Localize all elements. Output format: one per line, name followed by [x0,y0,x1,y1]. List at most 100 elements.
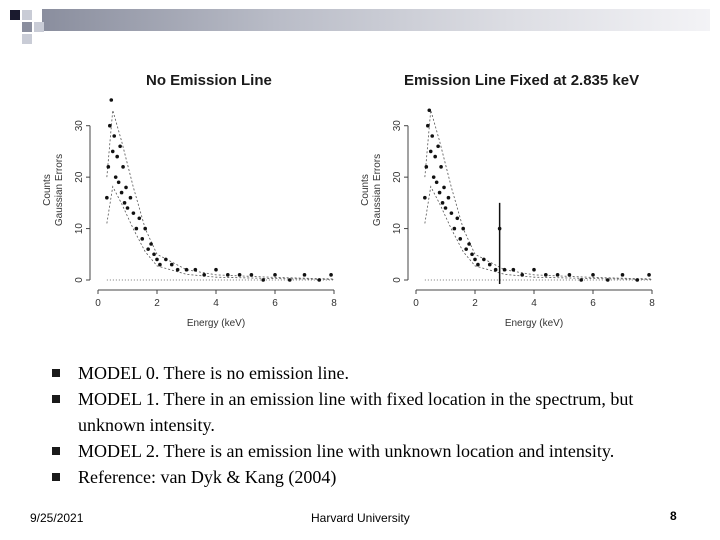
data-point [119,190,124,195]
plot-right-title: Emission Line Fixed at 2.835 keV [404,72,640,89]
data-point [226,273,230,277]
data-point [137,216,142,221]
y-tick-label: 0 [74,277,85,283]
data-point [605,278,610,282]
footer-date: 9/25/2021 [30,511,84,525]
data-point [446,195,451,200]
data-point [423,195,427,200]
data-point [317,278,322,282]
x-tick-label: 4 [213,298,219,309]
data-point [424,165,429,169]
data-point [118,144,122,149]
data-point [261,278,265,282]
x-tick-label: 8 [649,298,655,309]
data-point [476,262,480,267]
y-tick-label: 0 [392,277,403,283]
data-point [437,190,442,195]
data-point [427,108,432,113]
data-point [440,201,445,205]
data-point [591,273,595,277]
decor-square-1 [10,10,20,20]
data-point [302,273,307,277]
data-point [112,134,117,138]
data-point [184,267,189,272]
bullet-square-icon [52,473,60,481]
data-point [464,247,468,251]
x-tick-label: 2 [154,298,160,309]
data-point [458,237,463,241]
data-point [108,123,112,128]
y-tick-label: 20 [392,171,403,183]
data-point [467,242,471,246]
data-point [579,278,583,282]
bullet-square-icon [52,395,60,403]
plot-right: 0 10 20 30 0 2 4 6 8 Energy (keV) Counts Gaussian E… [360,108,655,329]
x-tick-label: 8 [331,298,337,309]
bullet-square-icon [52,369,60,377]
data-point [567,273,572,277]
data-point [431,175,436,179]
y-tick-label: 10 [74,223,85,235]
data-point [158,262,162,267]
data-point [115,154,119,159]
bullet-item: MODEL 1. There in an emission line with … [52,386,692,438]
data-point [152,252,156,257]
data-point [287,278,292,282]
data-point [164,257,168,262]
data-point [193,267,198,272]
model-curve-lower [424,185,653,280]
data-point [433,154,437,159]
bullet-text: MODEL 1. There in an emission line with … [78,389,634,435]
data-point [455,216,460,221]
data-point [105,195,109,200]
data-point [116,180,121,185]
data-point [134,226,139,231]
bullet-text: Reference: van Dyk & Kang (2004) [78,467,337,487]
data-point [647,273,651,277]
data-point [329,273,333,277]
data-point [434,180,439,185]
data-point [175,267,180,272]
y-axis-label: Counts [360,174,371,206]
y-axis-label: Counts [42,174,53,206]
data-point [109,98,114,102]
data-point [532,267,536,272]
plot-left: 0 10 20 30 0 2 4 6 8 Energy (keV) Counts Gaussian E… [42,98,337,329]
y-tick-label: 20 [74,171,85,183]
y-tick-label: 30 [392,120,403,132]
data-point [452,226,457,231]
bullet-square-icon [52,447,60,455]
data-point [620,273,625,277]
data-point [249,273,254,277]
data-point [473,257,477,262]
x-tick-label: 6 [590,298,596,309]
data-point [214,267,218,272]
data-point [520,273,524,277]
data-point [428,149,433,154]
data-point [635,278,640,282]
decor-square-2 [22,10,32,20]
decor-square-3 [22,22,32,32]
data-point [426,123,430,128]
header-gradient-bar [42,9,710,31]
data-point [443,206,448,210]
x-tick-label: 0 [413,298,419,309]
data-point [149,242,153,246]
data-point [202,273,206,277]
data-point [125,206,130,210]
data-point [237,273,242,277]
data-point [146,247,150,251]
data-point [169,262,174,267]
y-tick-label: 10 [392,223,403,235]
footer-institution: Harvard University [311,511,410,525]
data-point [502,267,507,272]
data-point [493,267,498,272]
x-tick-label: 6 [272,298,278,309]
data-point [143,226,147,231]
bullet-list: MODEL 0. There is no emission line. MODE… [52,360,692,490]
bullet-text: MODEL 2. There is an emission line with … [78,441,615,461]
bullet-item: MODEL 0. There is no emission line. [52,360,692,386]
bullet-text: MODEL 0. There is no emission line. [78,363,349,383]
data-point [122,201,127,205]
data-point [131,211,136,215]
